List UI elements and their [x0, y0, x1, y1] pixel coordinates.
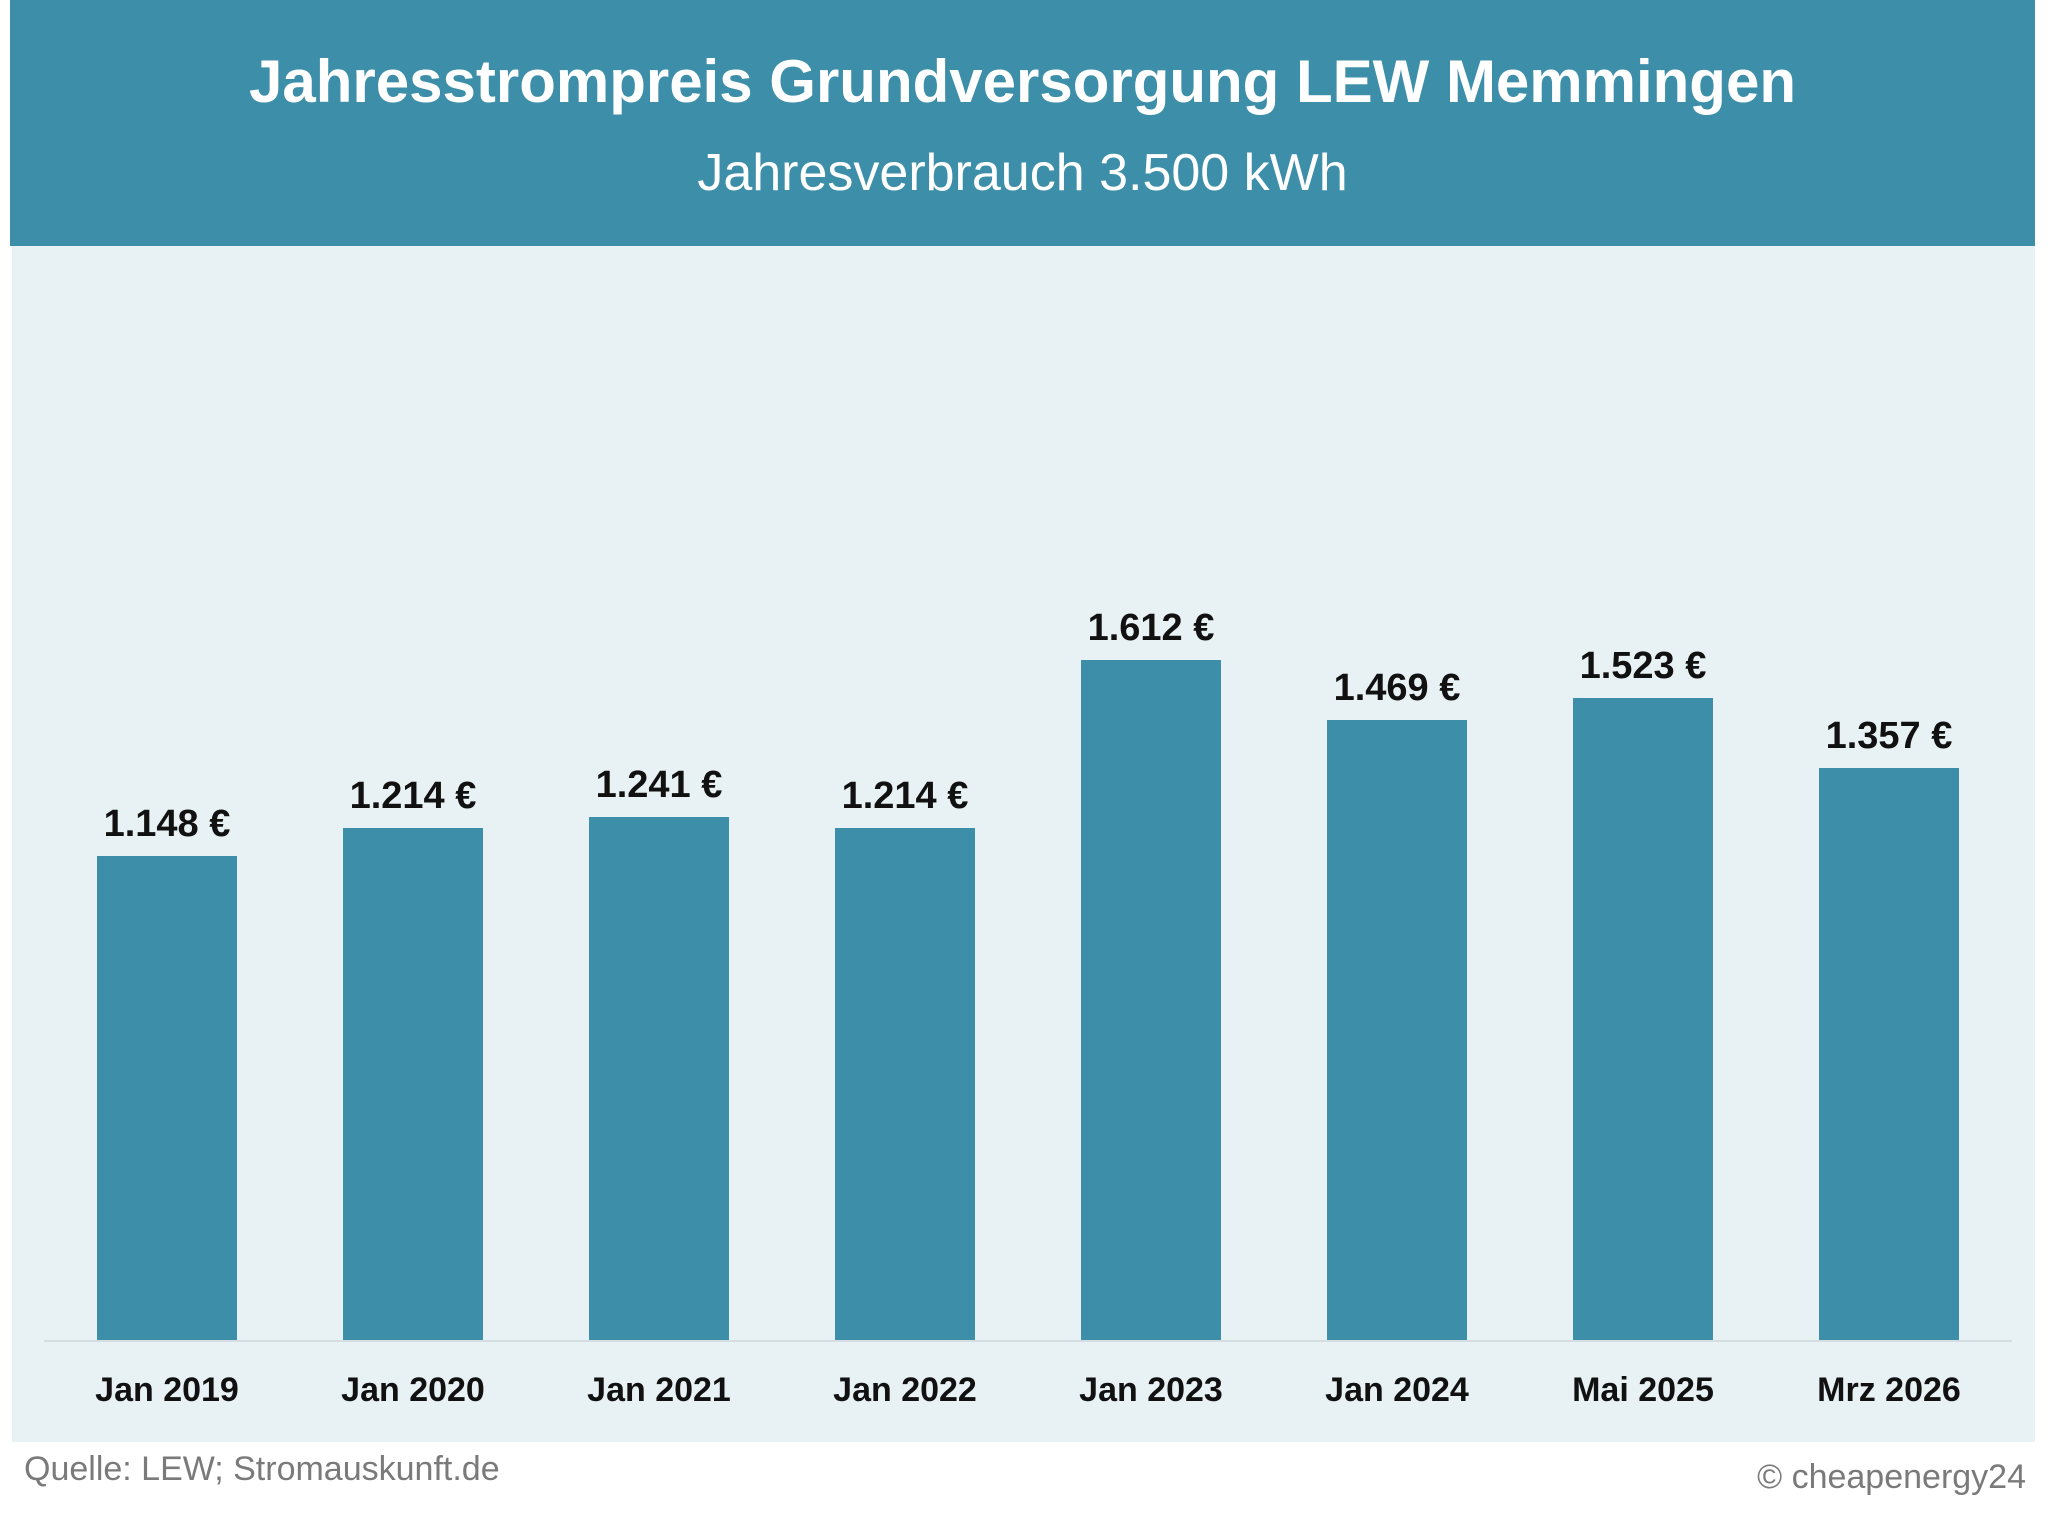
bar-value-label: 1.469 € — [1333, 667, 1461, 709]
x-axis-tick-label: Jan 2024 — [1325, 1371, 1469, 1409]
bar-value-label: 1.241 € — [595, 764, 723, 806]
x-axis-line — [44, 1340, 2012, 1342]
bar-value-label: 1.214 € — [841, 775, 969, 817]
x-axis-tick-label: Mai 2025 — [1572, 1371, 1714, 1409]
bar-value-label: 1.523 € — [1579, 645, 1707, 687]
x-axis-tick-label: Jan 2021 — [587, 1371, 731, 1409]
chart-plot-area — [12, 246, 2035, 1442]
x-axis-tick-label: Jan 2019 — [95, 1371, 239, 1409]
bar — [97, 856, 237, 1340]
bar — [343, 828, 483, 1340]
bar — [835, 828, 975, 1340]
bar — [1081, 660, 1221, 1340]
copyright-note: © cheapenergy24 — [1757, 1458, 2026, 1496]
bar — [1819, 768, 1959, 1340]
x-axis-tick-label: Jan 2023 — [1079, 1371, 1223, 1409]
chart-subtitle: Jahresverbrauch 3.500 kWh — [697, 144, 1348, 202]
bar-value-label: 1.357 € — [1825, 715, 1953, 757]
bar-value-label: 1.148 € — [103, 803, 231, 845]
bar-value-label: 1.214 € — [349, 775, 477, 817]
bar — [1573, 698, 1713, 1340]
bar — [589, 817, 729, 1340]
chart-header: Jahresstrompreis Grundversorgung LEW Mem… — [10, 0, 2035, 246]
bar — [1327, 720, 1467, 1340]
source-note: Quelle: LEW; Stromauskunft.de — [24, 1450, 500, 1488]
x-axis-tick-label: Jan 2022 — [833, 1371, 977, 1409]
x-axis-tick-label: Mrz 2026 — [1817, 1371, 1961, 1409]
x-axis-tick-label: Jan 2020 — [341, 1371, 485, 1409]
bar-value-label: 1.612 € — [1087, 607, 1215, 649]
chart-title: Jahresstrompreis Grundversorgung LEW Mem… — [249, 48, 1796, 115]
